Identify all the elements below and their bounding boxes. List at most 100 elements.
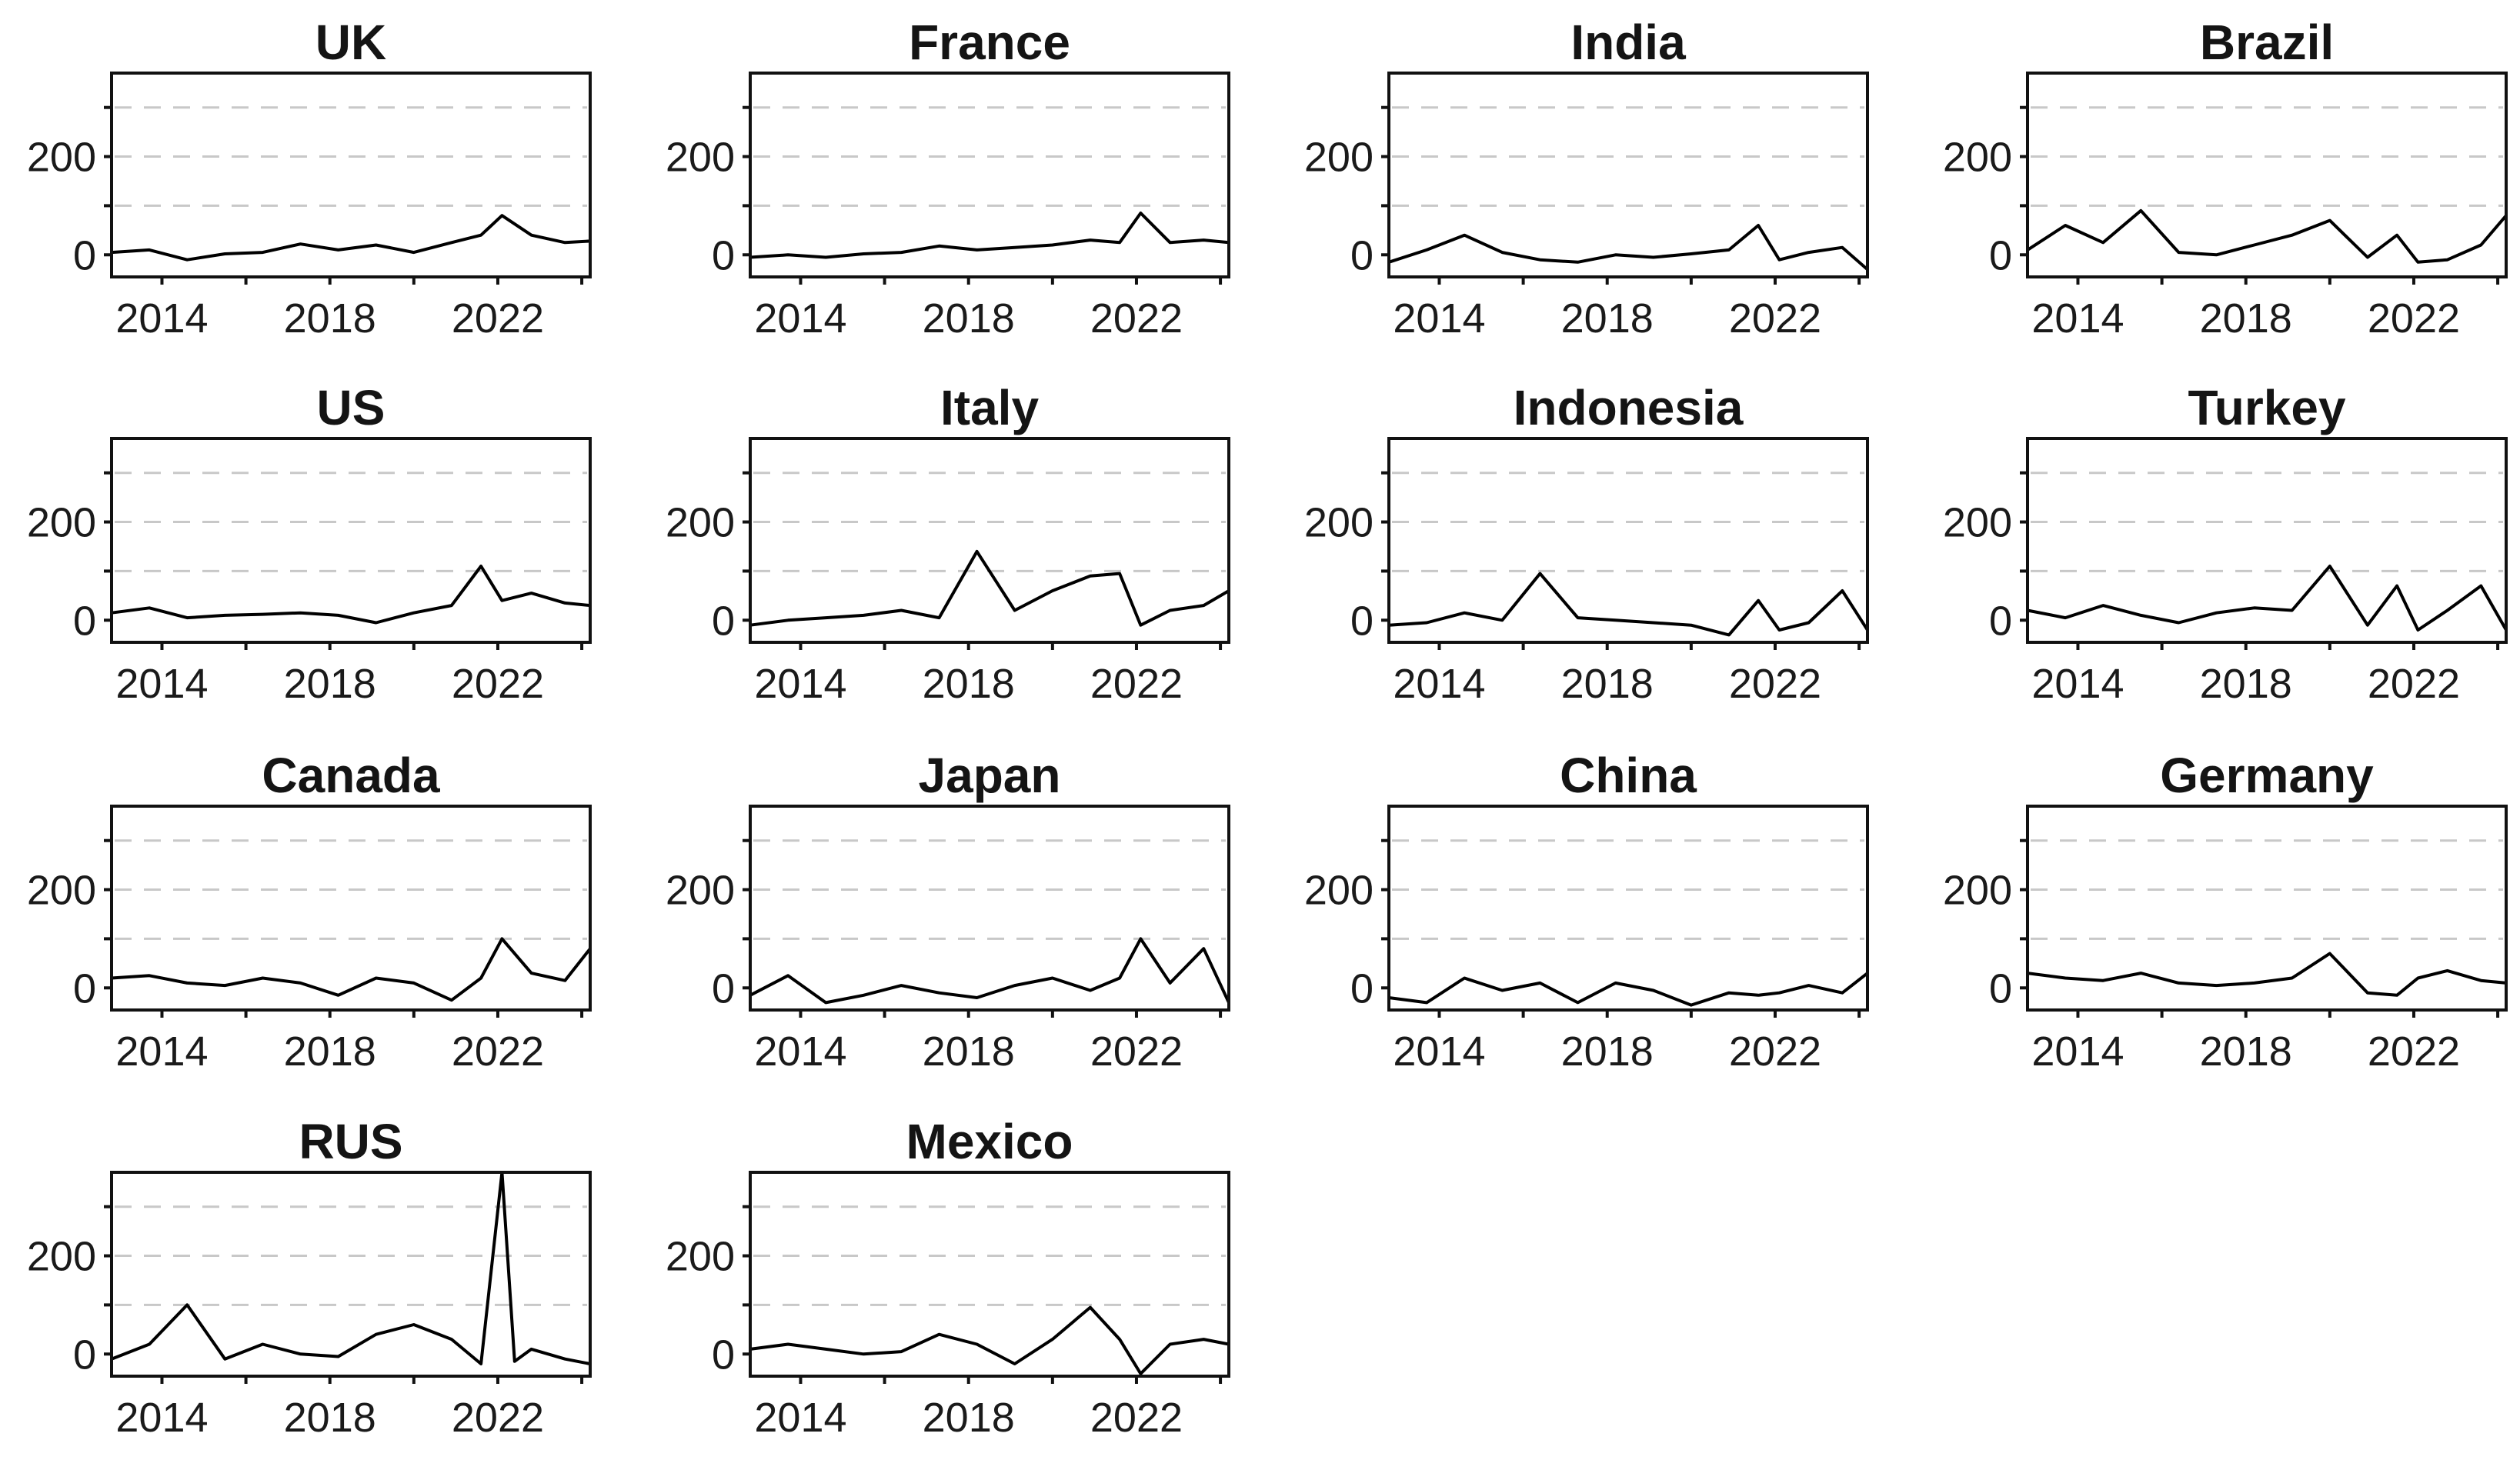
series-line <box>111 565 591 625</box>
y-tick-label: 0 <box>712 965 735 1012</box>
x-tick-label: 2022 <box>452 661 544 707</box>
series-line <box>749 1305 1230 1375</box>
x-tick-label: 2014 <box>115 1395 208 1441</box>
plot-frame <box>2026 805 2508 1012</box>
x-tick-label: 2014 <box>1393 661 1485 707</box>
y-tick-label: 200 <box>1304 868 1373 914</box>
panel-title: Italy <box>940 380 1039 435</box>
y-tick-label: 200 <box>27 500 96 546</box>
y-tick-label: 0 <box>73 598 96 644</box>
y-tick-label: 0 <box>1989 232 2012 278</box>
x-tick-label: 2018 <box>1561 1028 1654 1075</box>
x-tick-label: 2014 <box>1393 1028 1485 1075</box>
series-line <box>2026 208 2508 264</box>
x-tick-label: 2014 <box>754 661 846 707</box>
x-tick-label: 2018 <box>284 1028 376 1075</box>
panel-france: France 0 200 2014 2018 2022 <box>666 15 1230 342</box>
series-line <box>111 937 592 1002</box>
panel-title: RUS <box>299 1114 402 1169</box>
y-tick-label: 200 <box>1943 135 2012 181</box>
x-tick-label: 2022 <box>1090 1028 1183 1075</box>
panel-italy: Italy 0 200 2014 2018 2022 <box>666 380 1230 707</box>
y-tick-label: 0 <box>712 232 735 278</box>
series-line <box>749 212 1230 259</box>
panel-title: France <box>909 15 1070 70</box>
y-tick-label: 200 <box>1304 500 1373 546</box>
x-tick-label: 2022 <box>1090 661 1183 707</box>
y-tick-label: 0 <box>712 598 735 644</box>
x-tick-label: 2014 <box>754 295 846 342</box>
plot-frame <box>1387 437 1869 644</box>
y-tick-label: 200 <box>666 500 735 546</box>
x-tick-label: 2018 <box>923 295 1015 342</box>
plot-frame <box>110 437 592 644</box>
x-tick-label: 2014 <box>2031 295 2124 342</box>
x-tick-label: 2022 <box>452 1395 544 1441</box>
y-tick-label: 0 <box>1350 965 1373 1012</box>
panel-title: India <box>1570 15 1686 70</box>
panel-title: Brazil <box>2200 15 2334 70</box>
x-tick-label: 2018 <box>284 295 376 342</box>
y-tick-label: 0 <box>1989 965 2012 1012</box>
x-tick-label: 2018 <box>1561 295 1654 342</box>
plot-frame <box>749 805 1230 1012</box>
x-tick-label: 2022 <box>1729 661 1821 707</box>
x-tick-label: 2022 <box>2368 295 2460 342</box>
y-tick-label: 0 <box>1989 598 2012 644</box>
panel-turkey: Turkey 0 200 2014 2018 2022 <box>1943 380 2508 707</box>
panel-title: Canada <box>262 748 440 803</box>
y-tick-label: 0 <box>73 232 96 278</box>
x-tick-label: 2022 <box>452 295 544 342</box>
series-line <box>111 1171 591 1365</box>
panel-title: China <box>1560 748 1697 803</box>
y-tick-label: 200 <box>27 135 96 181</box>
panel-brazil: Brazil 0 200 2014 2018 2022 <box>1943 15 2508 342</box>
plot-frame <box>110 72 592 278</box>
x-tick-label: 2018 <box>923 1395 1015 1441</box>
y-tick-label: 0 <box>73 1332 96 1378</box>
x-tick-label: 2018 <box>284 661 376 707</box>
y-tick-label: 200 <box>1304 135 1373 181</box>
x-tick-label: 2018 <box>923 1028 1015 1075</box>
x-tick-label: 2014 <box>2031 1028 2124 1075</box>
panel-germany: Germany 0 200 2014 2018 2022 <box>1943 748 2508 1075</box>
panel-rus: RUS 0 200 2014 2018 2022 <box>27 1114 592 1441</box>
plot-frame <box>2026 72 2508 278</box>
panel-title: Indonesia <box>1514 380 1744 435</box>
y-tick-label: 0 <box>73 965 96 1012</box>
panel-title: UK <box>315 15 386 70</box>
y-tick-label: 0 <box>712 1332 735 1378</box>
x-tick-label: 2018 <box>2200 295 2292 342</box>
series-line <box>1388 972 1869 1007</box>
series-line <box>1388 224 1869 271</box>
series-line <box>111 214 591 262</box>
x-tick-label: 2022 <box>452 1028 544 1075</box>
plot-frame <box>110 1171 592 1378</box>
plot-frame <box>1387 72 1869 278</box>
series-line <box>2027 952 2507 997</box>
panel-canada: Canada 0 200 2014 2018 2022 <box>27 748 592 1075</box>
y-tick-label: 200 <box>666 1234 735 1280</box>
series-line <box>749 549 1230 627</box>
x-tick-label: 2014 <box>115 1028 208 1075</box>
y-tick-label: 200 <box>27 1234 96 1280</box>
plot-frame <box>749 437 1230 644</box>
panel-title: Mexico <box>906 1114 1073 1169</box>
x-tick-label: 2018 <box>284 1395 376 1441</box>
panel-title: Turkey <box>2188 380 2346 435</box>
plot-frame <box>749 72 1230 278</box>
series-line <box>2027 565 2508 632</box>
panel-us: US 0 200 2014 2018 2022 <box>27 380 592 707</box>
y-tick-label: 200 <box>1943 868 2012 914</box>
panel-title: Japan <box>919 748 1061 803</box>
y-tick-label: 200 <box>666 868 735 914</box>
panel-title: Germany <box>2160 748 2374 803</box>
x-tick-label: 2022 <box>2368 1028 2460 1075</box>
panel-title: US <box>317 380 386 435</box>
y-tick-label: 200 <box>1943 500 2012 546</box>
x-tick-label: 2014 <box>115 295 208 342</box>
x-tick-label: 2018 <box>2200 1028 2292 1075</box>
y-tick-label: 0 <box>1350 598 1373 644</box>
series-line <box>749 937 1230 1005</box>
